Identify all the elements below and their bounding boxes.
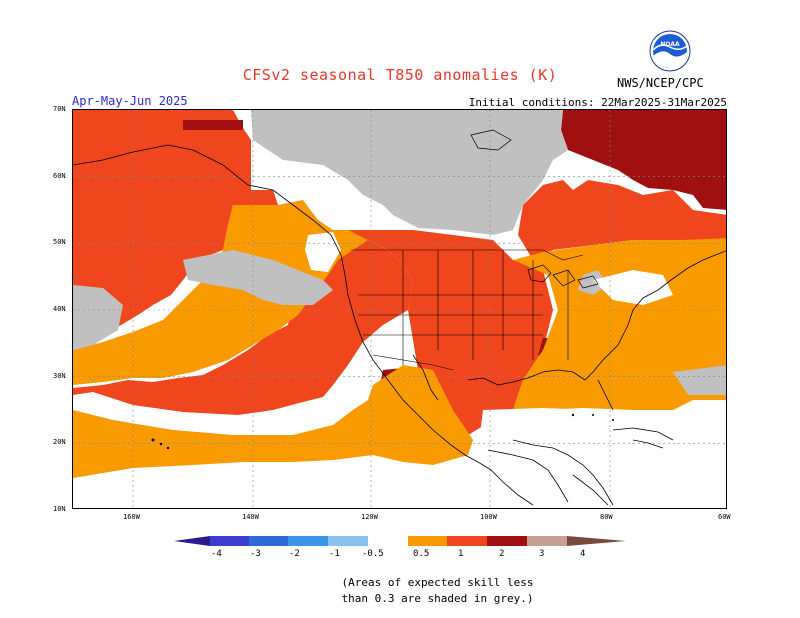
anomaly-2-3-region — [561, 110, 726, 210]
colorbar-label: 2 — [499, 549, 505, 559]
colorbar-label: 4 — [580, 549, 586, 559]
colorbar — [174, 536, 626, 546]
colorbar-swatch — [368, 536, 408, 546]
lat-label-10n: 10N — [53, 505, 66, 513]
colorbar-arrow-low — [174, 536, 210, 546]
skill-note-line2: than 0.3 are shaded in grey.) — [341, 592, 534, 605]
anomaly-1-2-region — [348, 230, 553, 435]
map-title: CFSv2 seasonal T850 anomalies (K) — [242, 66, 558, 84]
low-skill-region — [673, 365, 726, 395]
lon-label-100w: 100W — [480, 513, 497, 521]
colorbar-label: -2 — [289, 549, 300, 559]
no-anomaly-patch — [593, 270, 673, 305]
lon-label-120w: 120W — [361, 513, 378, 521]
colorbar-label: -4 — [211, 549, 222, 559]
anomaly-0.5-1-region — [73, 200, 368, 385]
low-skill-region — [578, 270, 608, 295]
lakes — [470, 129, 599, 289]
low-skill-region — [183, 250, 333, 305]
low-skill-region — [73, 285, 123, 350]
lat-label-50n: 50N — [53, 238, 66, 246]
lat-label-40n: 40N — [53, 305, 66, 313]
colorbar-swatch — [447, 536, 487, 546]
lon-label-80w: 80W — [600, 513, 613, 521]
lat-label-60n: 60N — [53, 172, 66, 180]
lon-label-60w: 60W — [718, 513, 731, 521]
anomaly-2-3-region — [183, 120, 243, 130]
skill-note-line1: (Areas of expected skill less — [341, 576, 534, 589]
season-label: Apr-May-Jun 2025 — [72, 94, 188, 108]
colorbar-arrow-high — [567, 536, 626, 546]
political-boundaries — [351, 249, 584, 371]
coastlines — [73, 144, 726, 506]
anomaly-0.5-1-region — [73, 365, 473, 478]
lat-label-70n: 70N — [53, 105, 66, 113]
colorbar-label: -0.5 — [362, 549, 384, 559]
islands — [151, 413, 614, 450]
graticule — [73, 110, 726, 508]
colorbar-swatch — [408, 536, 447, 546]
colorbar-swatch — [249, 536, 288, 546]
anomaly-map — [72, 109, 727, 509]
no-anomaly-patch — [305, 232, 341, 272]
colorbar-swatch — [328, 536, 368, 546]
anomaly-0.5-1-region — [513, 238, 726, 410]
colorbar-swatch — [288, 536, 328, 546]
lon-label-160w: 160W — [123, 513, 140, 521]
initial-conditions-label: Initial conditions: 22Mar2025-31Mar2025 — [468, 96, 727, 109]
colorbar-label: 1 — [458, 549, 464, 559]
colorbar-label: -1 — [329, 549, 340, 559]
noaa-logo-text: NOAA — [660, 41, 680, 48]
noaa-logo: NOAA — [649, 30, 691, 72]
colorbar-swatch — [527, 536, 567, 546]
colorbar-label: 0.5 — [413, 549, 430, 559]
no-anomaly-patch — [73, 408, 726, 508]
agency-label: NWS/NCEP/CPC — [617, 76, 704, 90]
lon-label-140w: 140W — [242, 513, 259, 521]
colorbar-label: -3 — [250, 549, 261, 559]
lat-label-30n: 30N — [53, 372, 66, 380]
colorbar-label: 3 — [539, 549, 545, 559]
colorbar-swatch — [210, 536, 249, 546]
colorbar-swatch — [487, 536, 527, 546]
anomaly-1-2-region — [73, 230, 413, 415]
lat-label-20n: 20N — [53, 438, 66, 446]
anomaly-map-svg — [73, 110, 726, 508]
low-skill-region — [251, 110, 568, 235]
